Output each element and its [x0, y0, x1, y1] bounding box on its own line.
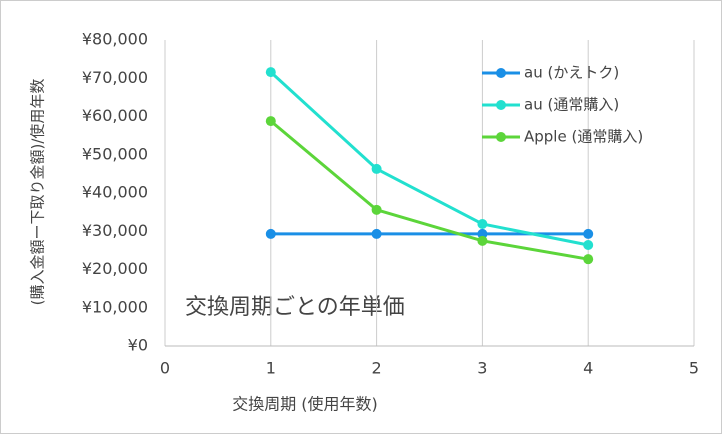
point [583, 228, 594, 239]
legend-label: Apple (通常購入) [524, 128, 643, 146]
point [477, 218, 488, 229]
x-tick-label: 4 [583, 359, 593, 378]
point [265, 67, 276, 78]
x-tick-label: 3 [477, 359, 487, 378]
y-tick-label: ¥50,000 [82, 144, 148, 163]
point [477, 235, 488, 246]
point [371, 228, 382, 239]
annotation: 交換周期ごとの年単価 [185, 295, 405, 320]
legend-marker [496, 100, 506, 110]
y-tick-label: ¥70,000 [82, 68, 148, 87]
legend-label: au (かえトク) [524, 64, 619, 82]
x-tick-label: 0 [160, 359, 170, 378]
point [477, 228, 488, 239]
point [371, 204, 382, 215]
y-tick-label: ¥40,000 [82, 183, 148, 202]
series-line [269, 71, 589, 247]
x-tick-label: 1 [266, 359, 276, 378]
point [583, 240, 594, 251]
series-line [269, 119, 589, 261]
x-axis-label: 交換周期 (使用年数) [232, 395, 378, 414]
legend-marker [496, 132, 506, 142]
point [371, 163, 382, 174]
y-tick-label: ¥60,000 [82, 106, 148, 125]
point [265, 116, 276, 127]
legend-label: au (通常購入) [524, 96, 619, 114]
legend-marker [496, 68, 506, 78]
point [265, 228, 276, 239]
y-tick-label: ¥30,000 [82, 221, 148, 240]
y-axis-label: (購入金額ー下取り金額)/使用年数 [29, 79, 47, 306]
y-tick-label: ¥20,000 [82, 259, 148, 278]
x-tick-label: 2 [372, 359, 382, 378]
point [583, 254, 594, 265]
y-tick-label: ¥0 [128, 336, 148, 355]
y-tick-label: ¥80,000 [82, 30, 148, 49]
y-tick-label: ¥10,000 [82, 297, 148, 316]
x-tick-label: 5 [689, 359, 699, 378]
